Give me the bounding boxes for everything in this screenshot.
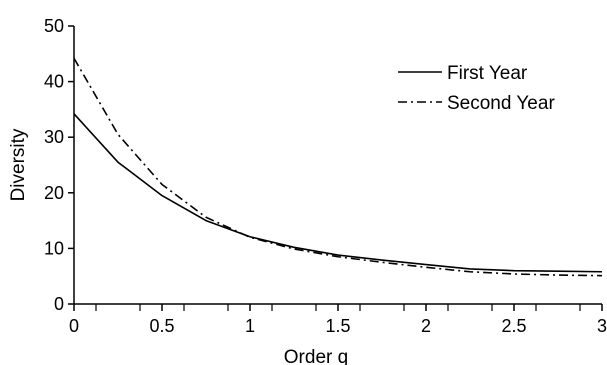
x-tick-label: 2.5 xyxy=(501,316,526,336)
x-tick-label: 2 xyxy=(421,316,431,336)
y-tick-label: 10 xyxy=(44,238,64,258)
x-tick-label: 3 xyxy=(597,316,607,336)
x-tick-label: 1.5 xyxy=(325,316,350,336)
y-tick-label: 30 xyxy=(44,127,64,147)
x-tick-label: 1 xyxy=(245,316,255,336)
legend-label: Second Year xyxy=(447,93,555,114)
y-tick-label: 50 xyxy=(44,16,64,36)
series-line xyxy=(73,113,603,273)
legend: First Year Second Year xyxy=(398,63,555,114)
x-tick-label: 0.5 xyxy=(149,316,174,336)
x-axis-label: Order q xyxy=(284,347,348,365)
y-tick-label: 0 xyxy=(54,294,64,314)
series-line xyxy=(73,57,603,277)
axes: 0 10 20 30 40 50 0 0.5 1 1.5 2 2.5 3 xyxy=(44,16,607,336)
y-axis-label: Diversity xyxy=(8,128,29,201)
y-tick-label: 20 xyxy=(44,183,64,203)
x-tick-label: 0 xyxy=(69,316,79,336)
y-tick-label: 40 xyxy=(44,72,64,92)
series-layer xyxy=(73,57,603,277)
legend-label: First Year xyxy=(447,63,528,84)
